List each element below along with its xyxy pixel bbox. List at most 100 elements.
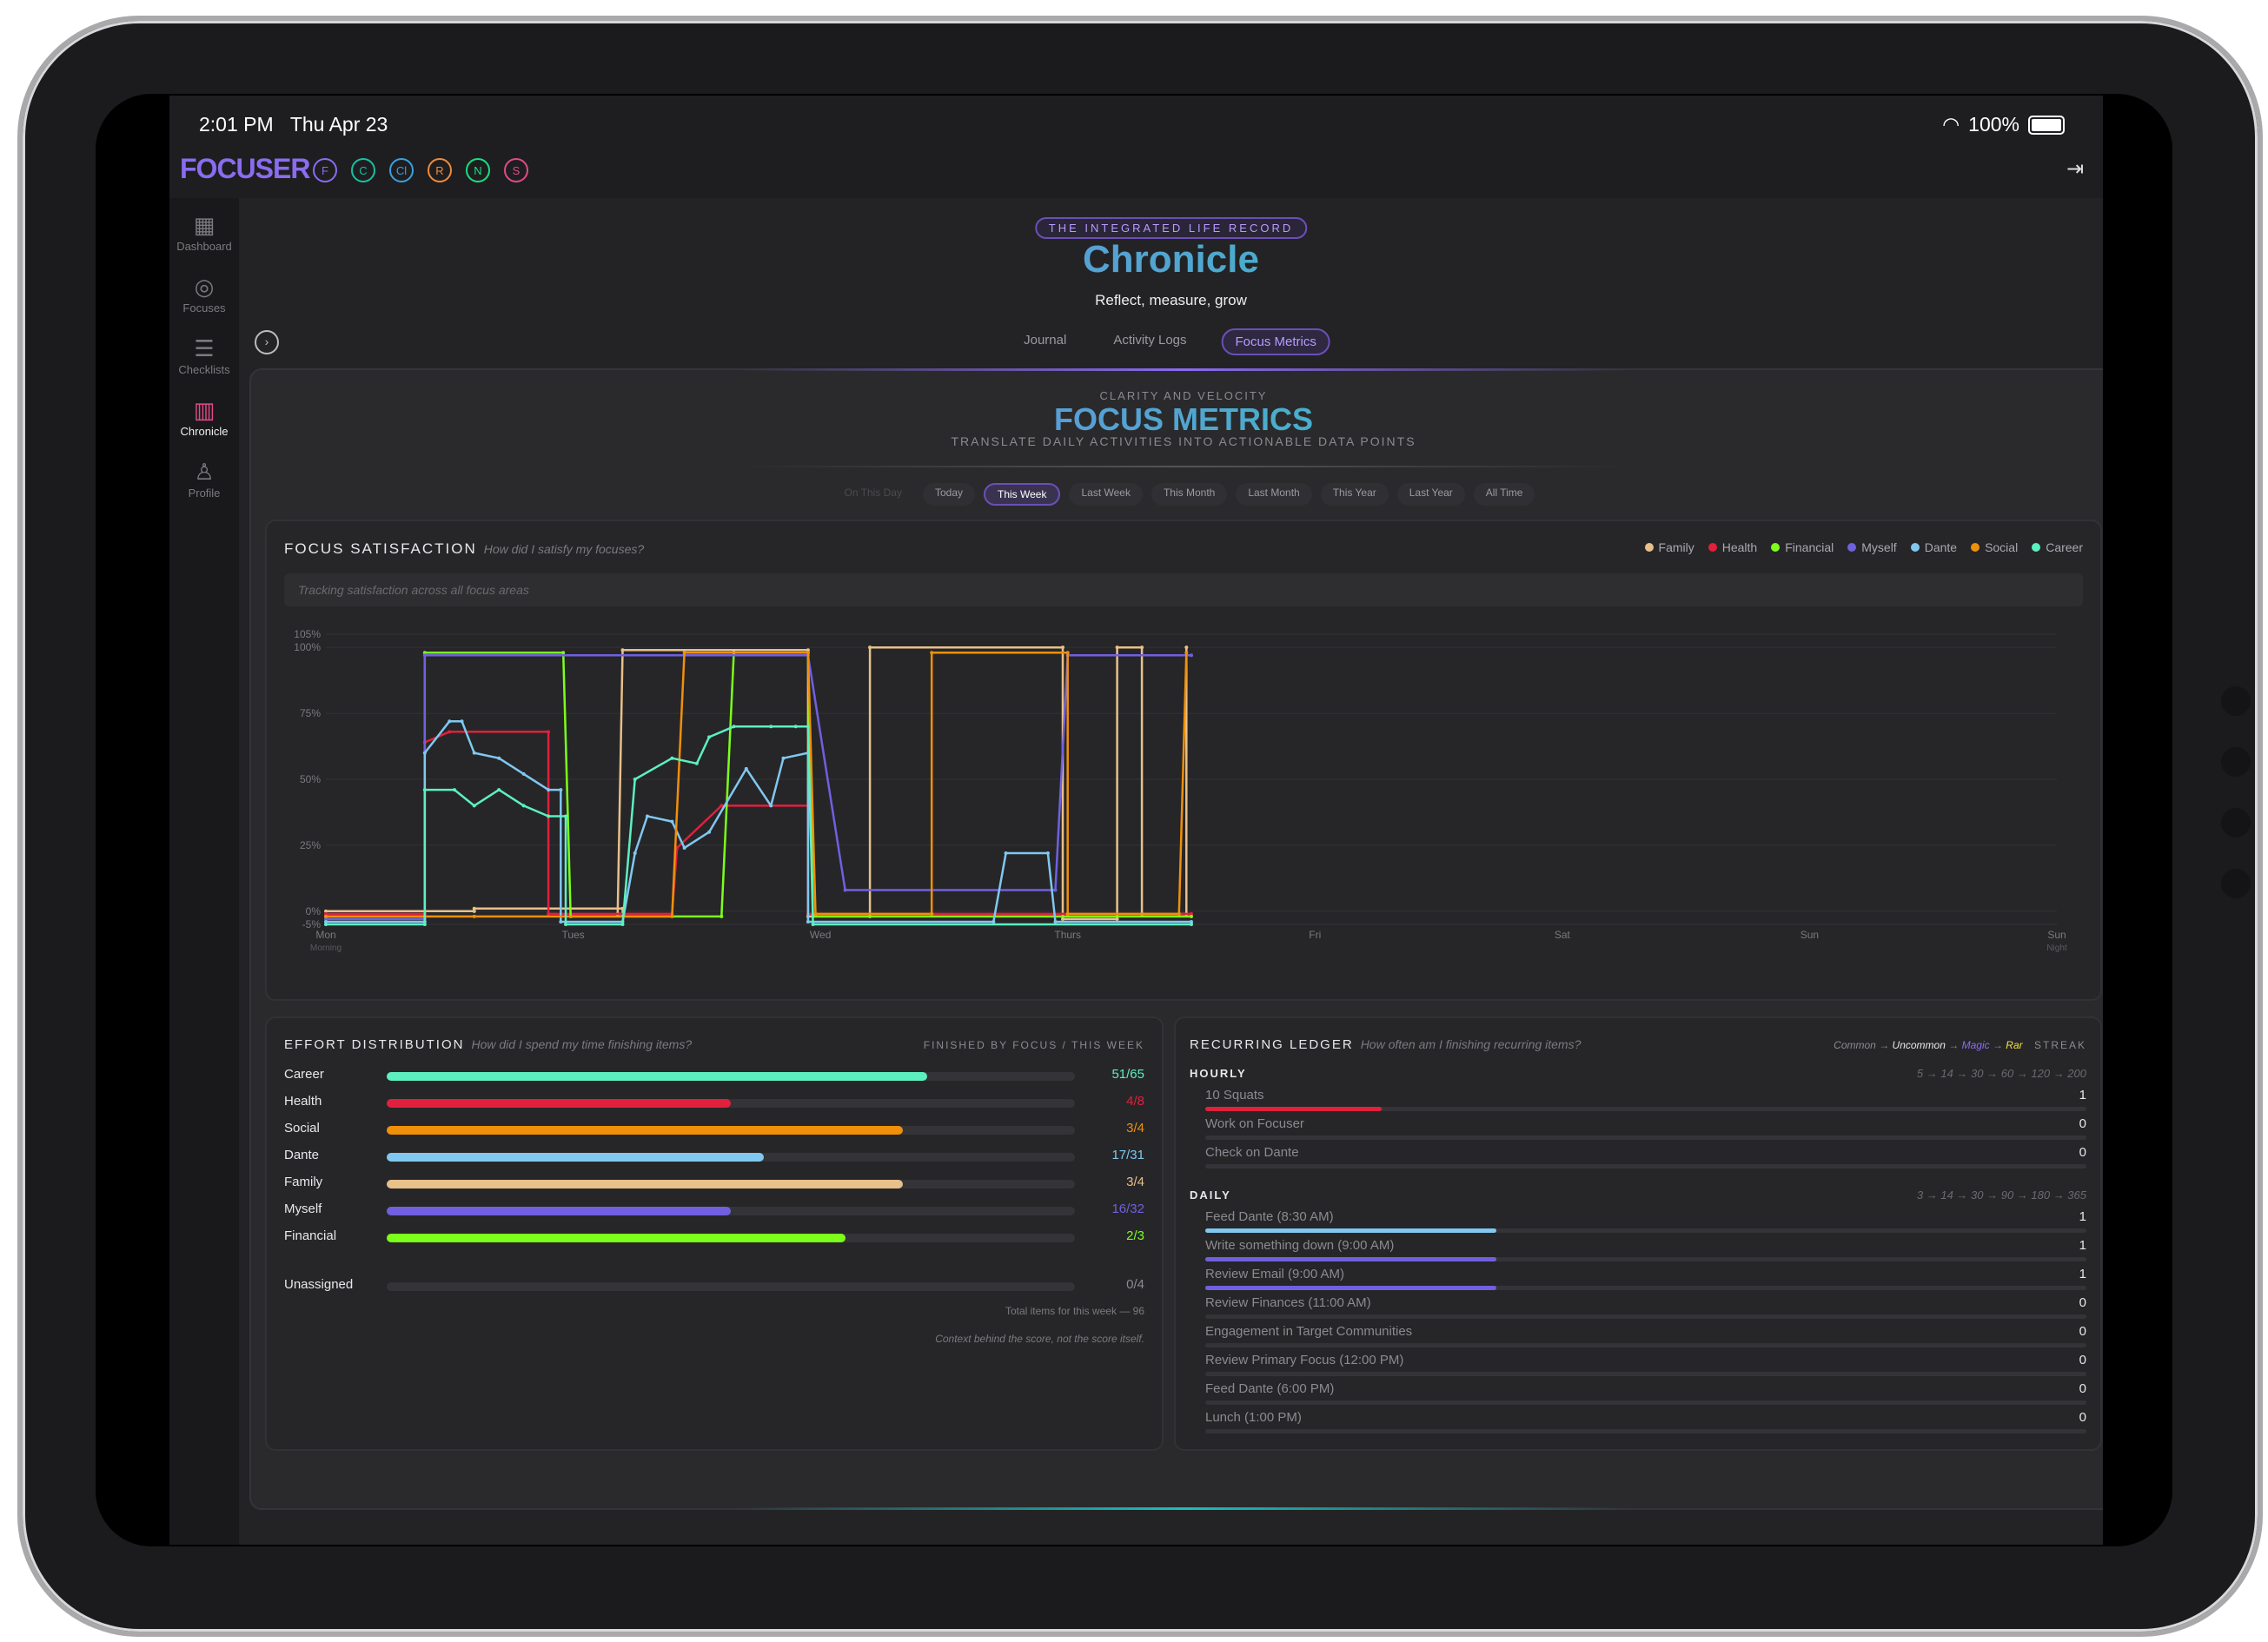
- series-point: [472, 906, 476, 910]
- panel-glow-top: [738, 368, 1629, 371]
- series-point: [472, 804, 476, 808]
- series-point: [497, 788, 501, 792]
- effort-label: Financial: [284, 1228, 337, 1243]
- range-this-year[interactable]: This Year: [1320, 483, 1389, 506]
- recurring-item[interactable]: Feed Dante (8:30 AM) 1: [1205, 1209, 2086, 1237]
- series-point: [561, 651, 566, 655]
- range-this-month[interactable]: This Month: [1151, 483, 1228, 506]
- sidebar-item-dashboard[interactable]: ▦ Dashboard: [169, 210, 239, 253]
- series-point: [547, 730, 551, 734]
- recurring-item-streak: 0: [2079, 1353, 2086, 1367]
- target-icon: ◎: [194, 274, 215, 300]
- legend-item: Dante: [1910, 540, 1957, 554]
- recurring-item-name: Write something down (9:00 AM): [1205, 1238, 1395, 1253]
- app-logo[interactable]: FOCUSER: [180, 153, 310, 184]
- y-tick-label: -5%: [302, 918, 322, 930]
- recurring-item[interactable]: Review Finances (11:00 AM) 0: [1205, 1295, 2086, 1323]
- focus-chip[interactable]: C: [351, 158, 375, 182]
- recurring-item-streak: 0: [2079, 1295, 2086, 1310]
- legend-label: Family: [1658, 540, 1694, 554]
- range-last-month[interactable]: Last Month: [1236, 483, 1312, 506]
- range-last-week[interactable]: Last Week: [1069, 483, 1143, 506]
- streak-label: STREAK: [2033, 1039, 2086, 1051]
- sidebar-item-chronicle[interactable]: ▥ Chronicle: [169, 395, 239, 438]
- focus-chip[interactable]: R: [428, 158, 452, 182]
- satisfaction-chart: 105%100% 75% 50% 25% 0%-5%Mon Morning Tues Wed T…: [294, 628, 2067, 953]
- recurring-item[interactable]: Lunch (1:00 PM) 0: [1205, 1410, 2086, 1438]
- grid-icon: ▦: [193, 212, 216, 238]
- tab-activity-logs[interactable]: Activity Logs: [1113, 333, 1187, 348]
- legend-item: Health: [1708, 540, 1757, 554]
- expand-sidebar-icon[interactable]: ›: [255, 330, 279, 354]
- books-icon: ▥: [193, 397, 216, 423]
- tab-focus-metrics[interactable]: Focus Metrics: [1221, 328, 1330, 355]
- range-this-week[interactable]: This Week: [984, 483, 1061, 506]
- series-point: [452, 788, 456, 792]
- recurring-item-fill: [1205, 1257, 1496, 1261]
- recurring-item[interactable]: Work on Focuser 0: [1205, 1116, 2086, 1144]
- metrics-tagline: TRANSLATE DAILY ACTIVITIES INTO ACTIONAB…: [951, 434, 1416, 448]
- recurring-item-streak: 0: [2079, 1324, 2086, 1339]
- hardware-button: [2221, 808, 2251, 838]
- series-point: [793, 725, 798, 729]
- range-today[interactable]: Today: [922, 483, 976, 506]
- panel-glow-bottom: [738, 1507, 1629, 1510]
- series-point: [811, 923, 815, 926]
- series-point: [707, 830, 712, 834]
- series-point: [806, 648, 810, 652]
- series-point: [472, 751, 476, 755]
- header-pill: THE INTEGRATED LIFE RECORD: [1034, 217, 1308, 239]
- recurring-item-track: [1205, 1400, 2086, 1405]
- recurring-item-streak: 0: [2079, 1145, 2086, 1160]
- recurring-item[interactable]: Review Primary Focus (12:00 PM) 0: [1205, 1353, 2086, 1380]
- focus-chip[interactable]: F: [313, 158, 337, 182]
- series-point: [559, 788, 563, 792]
- recurring-item-name: Work on Focuser: [1205, 1116, 1304, 1131]
- focus-chip[interactable]: S: [504, 158, 528, 182]
- series-point: [564, 923, 568, 926]
- hardware-buttons: [2221, 686, 2251, 930]
- hardware-button: [2221, 869, 2251, 898]
- series-point: [868, 646, 872, 650]
- focus-chips: F C Cl R N S: [313, 158, 528, 182]
- sidebar-item-checklists[interactable]: ☰ Checklists: [169, 334, 239, 376]
- series-point: [682, 651, 686, 655]
- sidebar-item-focuses[interactable]: ◎ Focuses: [169, 272, 239, 314]
- recurring-item[interactable]: Check on Dante 0: [1205, 1145, 2086, 1173]
- recurring-item[interactable]: Engagement in Target Communities 0: [1205, 1324, 2086, 1352]
- series-point: [1053, 919, 1058, 924]
- satisfaction-heading: FOCUS SATISFACTION How did I satisfy my f…: [284, 540, 644, 558]
- logout-icon[interactable]: ⇥: [2066, 157, 2085, 181]
- range-last-year[interactable]: Last Year: [1396, 483, 1465, 506]
- sidebar-item-label: Focuses: [182, 301, 226, 314]
- recurring-item[interactable]: Feed Dante (6:00 PM) 0: [1205, 1381, 2086, 1409]
- range-all-time[interactable]: All Time: [1473, 483, 1535, 506]
- recurring-ledger-card: RECURRING LEDGER How often am I finishing…: [1174, 1016, 2102, 1451]
- y-tick-label: 75%: [300, 707, 321, 719]
- effort-label: Dante: [284, 1148, 320, 1162]
- effort-row-unassigned: Unassigned 0/4: [284, 1275, 1144, 1294]
- x-tick-label: Wed: [810, 929, 831, 941]
- status-bar: 2:01 PM Thu Apr 23 ◠ 100%: [190, 104, 2082, 142]
- effort-row-career: Career 51/65: [284, 1065, 1144, 1084]
- series-point: [422, 651, 427, 655]
- tab-journal[interactable]: Journal: [1024, 333, 1067, 348]
- recurring-item-name: Check on Dante: [1205, 1145, 1299, 1160]
- effort-fill: [387, 1234, 846, 1242]
- effort-track: [387, 1072, 1075, 1081]
- focus-chip[interactable]: Cl: [389, 158, 414, 182]
- status-date: Thu Apr 23: [289, 113, 388, 136]
- series-point: [547, 814, 551, 818]
- recurring-item[interactable]: 10 Squats 1: [1205, 1088, 2086, 1116]
- series-point: [1190, 923, 1193, 926]
- range-on-this-day[interactable]: On This Day: [844, 487, 902, 499]
- effort-track: [387, 1153, 1075, 1162]
- effort-distribution-card: EFFORT DISTRIBUTION How did I spend my ti…: [265, 1016, 1164, 1451]
- series-point: [620, 648, 625, 652]
- focus-chip[interactable]: N: [466, 158, 490, 182]
- sidebar-item-profile[interactable]: ♙ Profile: [169, 457, 239, 500]
- recurring-item[interactable]: Review Email (9:00 AM) 1: [1205, 1267, 2086, 1294]
- recurring-item-track: [1205, 1343, 2086, 1347]
- series-point: [645, 814, 649, 818]
- recurring-item[interactable]: Write something down (9:00 AM) 1: [1205, 1238, 2086, 1266]
